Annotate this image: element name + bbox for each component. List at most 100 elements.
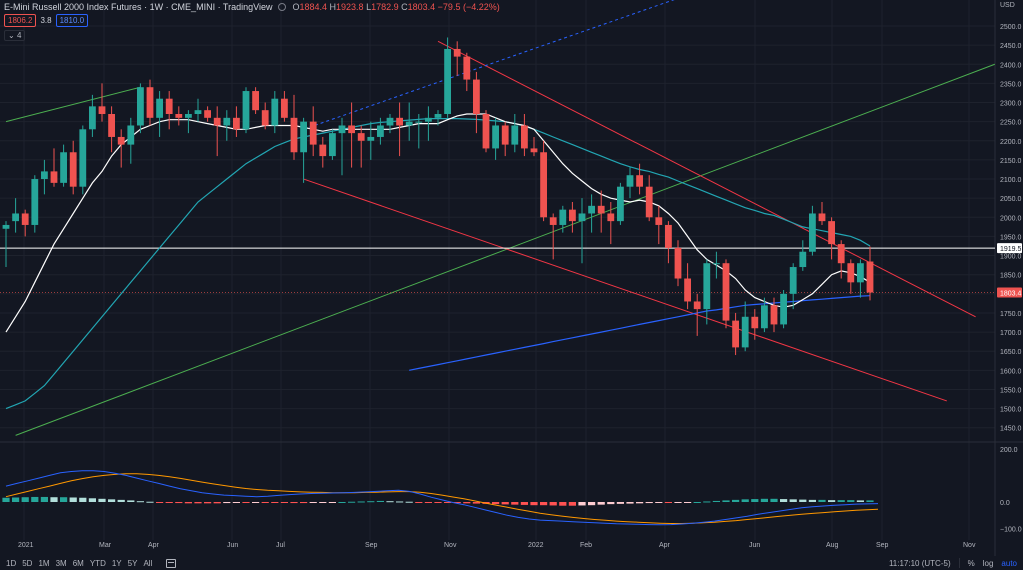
indicators-toggle[interactable]: ⌄ 4 — [4, 30, 26, 41]
channel-lower-line — [303, 178, 947, 402]
macd-histogram-bar — [213, 502, 221, 504]
candle-body — [761, 305, 768, 329]
current-price-tag: 1803.4 — [1000, 291, 1022, 298]
sell-price-button[interactable]: 1806.2 — [4, 14, 37, 27]
candle — [357, 125, 365, 168]
calendar-icon[interactable] — [166, 558, 177, 568]
candle — [770, 297, 778, 333]
candle — [405, 102, 413, 141]
macd-histogram-bar — [770, 498, 778, 502]
range-1d[interactable]: 1D — [6, 558, 17, 568]
candle — [597, 190, 605, 233]
candle-body — [713, 263, 720, 265]
macd-histogram-bar — [626, 502, 634, 504]
macd-histogram-bar — [88, 498, 96, 502]
market-status-icon — [278, 3, 287, 11]
trend-lines — [0, 0, 995, 436]
price-axis-label: 1850.0 — [1000, 273, 1022, 280]
candle — [636, 163, 643, 195]
range-5y[interactable]: 5Y — [127, 558, 138, 568]
candle — [194, 98, 202, 122]
macd-histogram-bar — [136, 501, 144, 503]
candle-body — [213, 117, 221, 126]
macd-histogram-bar — [386, 501, 394, 503]
candle — [252, 87, 259, 114]
range-3m[interactable]: 3M — [55, 558, 67, 568]
price-axis-label: 2150.0 — [1000, 158, 1022, 165]
candle — [271, 91, 279, 134]
candle — [156, 91, 163, 137]
log-toggle[interactable]: log — [982, 558, 994, 568]
candle — [674, 240, 682, 287]
range-1m[interactable]: 1M — [38, 558, 50, 568]
candle-body — [194, 110, 202, 114]
auto-scale-toggle[interactable]: auto — [1001, 558, 1017, 568]
macd-histogram-bar — [31, 496, 39, 502]
macd-histogram-bar — [338, 502, 346, 503]
buy-price-button[interactable]: 1810.0 — [55, 14, 89, 27]
sma-short-line — [5, 113, 871, 333]
range-6m[interactable]: 6M — [72, 558, 84, 568]
macd-axis-label: −100.0 — [1000, 527, 1022, 534]
level-price-tag-bg — [997, 243, 1022, 254]
macd-histogram-bar — [98, 498, 106, 502]
range-5d[interactable]: 5D — [22, 558, 33, 568]
candle-body — [828, 221, 835, 245]
macd-histogram-bar — [741, 499, 749, 502]
price-axis-label: 1600.0 — [1000, 368, 1022, 375]
candle — [108, 106, 115, 153]
candle — [501, 121, 509, 157]
range-ytd[interactable]: YTD — [89, 558, 106, 568]
candle — [722, 259, 730, 329]
level-price-tag: 1919.5 — [1000, 246, 1022, 253]
time-axis-label: Jun — [749, 542, 760, 549]
range-1y[interactable]: 1Y — [111, 558, 122, 568]
macd-histogram-bar — [309, 502, 317, 503]
candle-body — [597, 205, 605, 214]
candle — [751, 309, 759, 340]
macd-histogram-bar — [165, 502, 173, 503]
green-trend-lower — [15, 63, 995, 436]
macd-histogram-bar — [684, 502, 692, 503]
candle-body — [636, 175, 643, 187]
candle-body — [204, 110, 211, 118]
candle-body — [665, 224, 672, 248]
macd-histogram-bar — [511, 502, 519, 505]
macd-histogram-bar — [837, 500, 845, 502]
candle-body — [693, 301, 701, 310]
candle — [223, 110, 231, 141]
percent-toggle[interactable]: % — [967, 558, 975, 568]
candle-body — [137, 87, 144, 126]
time-axis-label: Jul — [276, 542, 285, 549]
symbol-title[interactable]: E-Mini Russell 2000 Index Futures · 1W ·… — [4, 2, 273, 12]
time-axis-label: Sep — [876, 542, 889, 549]
candle — [645, 175, 653, 222]
macd-histogram-bar — [703, 501, 711, 503]
macd-histogram-bar — [655, 502, 663, 503]
candle-body — [377, 125, 384, 137]
price-axis-label: 1750.0 — [1000, 311, 1022, 318]
candle — [444, 37, 451, 118]
candle-body — [405, 121, 413, 126]
moving-averages — [5, 113, 871, 410]
candle — [463, 52, 471, 92]
price-axis-label: 1550.0 — [1000, 387, 1022, 394]
range-all[interactable]: All — [143, 558, 153, 568]
macd-histogram-bar — [568, 502, 576, 506]
candle — [425, 106, 432, 141]
candle — [309, 106, 317, 157]
candle — [204, 106, 211, 122]
symbol-legend: E-Mini Russell 2000 Index Futures · 1W ·… — [4, 0, 500, 14]
candle-body — [588, 205, 595, 214]
clock-time[interactable]: 11:17:10 (UTC-5) — [888, 558, 951, 568]
macd-histogram-bar — [722, 500, 730, 502]
candle-body — [329, 133, 336, 157]
candle-body — [607, 213, 615, 222]
time-axis-label: Feb — [580, 542, 592, 549]
candle — [684, 263, 691, 310]
macd-histogram-bar — [818, 499, 826, 502]
bottom-right-controls: 11:17:10 (UTC-5) % log auto — [889, 556, 1017, 570]
macd-histogram-bar — [664, 502, 672, 503]
candle-body — [338, 125, 346, 134]
